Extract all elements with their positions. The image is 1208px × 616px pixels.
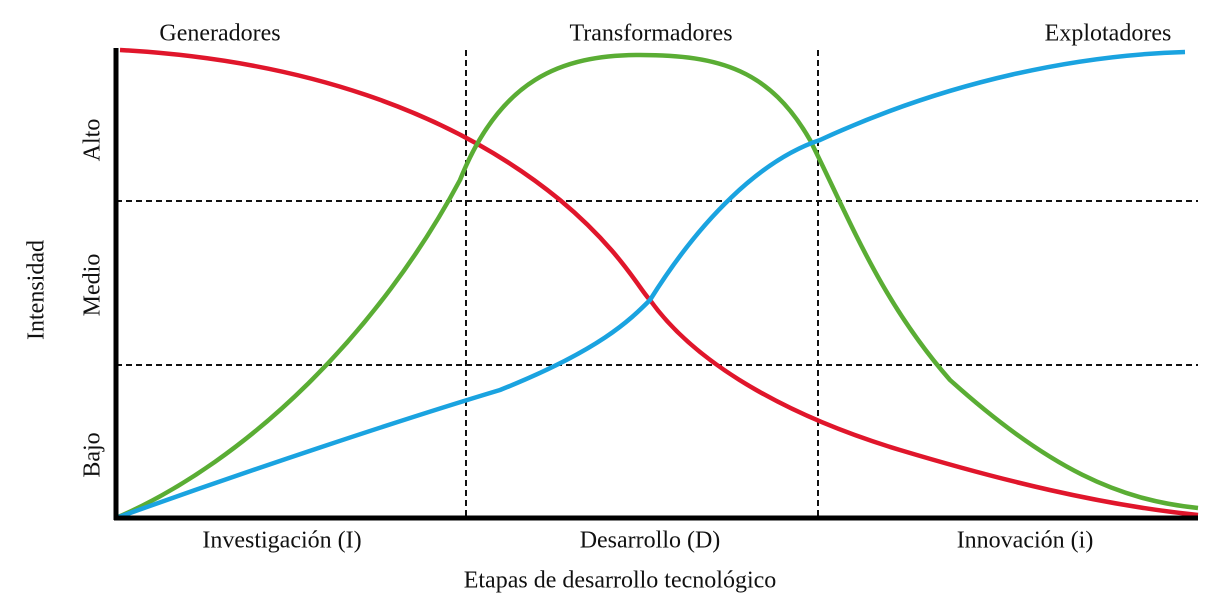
x-axis-title: Etapas de desarrollo tecnológico <box>464 568 777 594</box>
stage-label: Generadores <box>159 21 280 47</box>
level-label: Medio <box>80 254 106 317</box>
level-label: Alto <box>80 119 106 162</box>
stage-label: Transformadores <box>569 21 732 47</box>
phase-label: Innovación (i) <box>957 528 1094 554</box>
stage-label: Explotadores <box>1045 21 1172 47</box>
phase-label: Investigación (I) <box>202 528 361 554</box>
explotadores-curve <box>115 49 1186 521</box>
phase-label: Desarrollo (D) <box>580 528 721 554</box>
transformadores-curve <box>115 52 1199 521</box>
y-axis-title: Intensidad <box>24 240 50 340</box>
level-label: Bajo <box>80 432 106 477</box>
